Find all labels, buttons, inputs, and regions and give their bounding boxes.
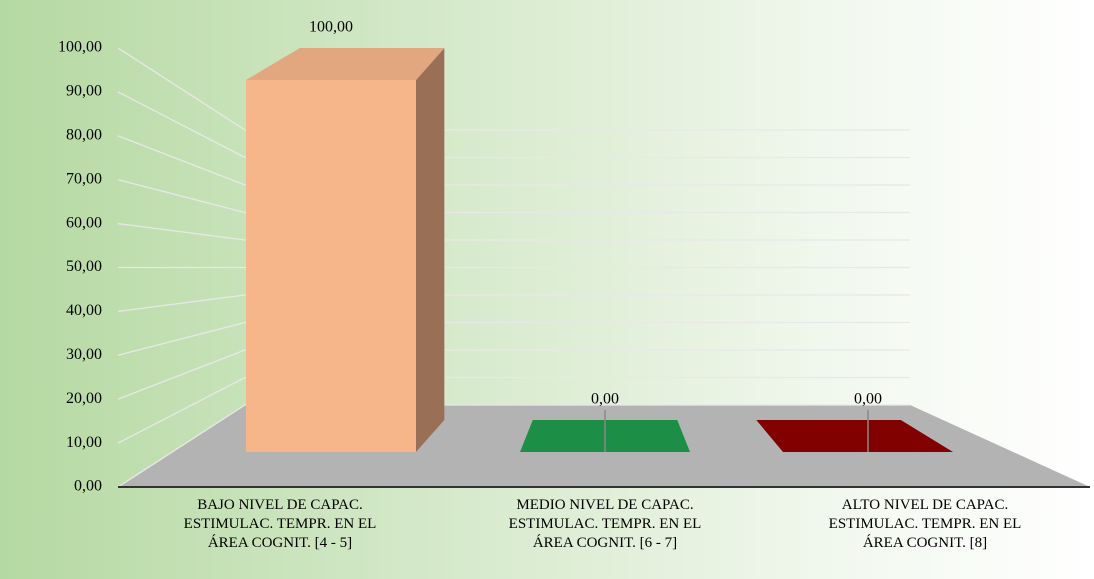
bar-top	[246, 48, 445, 80]
grid-line	[117, 321, 246, 356]
grid-line	[117, 91, 246, 159]
grid-line	[117, 404, 246, 488]
y-tick-label: 40,00	[66, 302, 102, 319]
grid-line	[117, 222, 246, 241]
y-tick-label: 100,00	[58, 39, 102, 56]
value-label: 100,00	[309, 19, 353, 36]
bar	[246, 80, 416, 452]
y-tick-label: 60,00	[66, 214, 102, 231]
grid-line	[117, 47, 246, 131]
y-tick-label: 0,00	[74, 478, 102, 495]
bar-side	[416, 48, 445, 452]
grid-line	[117, 294, 246, 313]
y-tick-label: 80,00	[66, 126, 102, 143]
value-label: 0,00	[591, 391, 619, 408]
grid-line	[117, 135, 246, 186]
y-tick-label: 10,00	[66, 434, 102, 451]
x-tick-label: BAJO NIVEL DE CAPAC. ESTIMULAC. TEMPR. E…	[183, 497, 377, 551]
grid-line	[117, 349, 246, 400]
y-tick-label: 30,00	[66, 346, 102, 363]
y-tick-label: 70,00	[66, 170, 102, 187]
x-tick-label: MEDIO NIVEL DE CAPAC. ESTIMULAC. TEMPR. …	[508, 497, 702, 551]
y-tick-label: 20,00	[66, 390, 102, 407]
y-tick-label: 50,00	[66, 258, 102, 275]
grid-line	[117, 376, 246, 444]
grid-line	[117, 179, 246, 214]
value-label: 0,00	[854, 391, 882, 408]
bar-top	[756, 420, 953, 452]
x-tick-label: ALTO NIVEL DE CAPAC. ESTIMULAC. TEMPR. E…	[828, 497, 1022, 551]
y-tick-label: 90,00	[66, 83, 102, 100]
